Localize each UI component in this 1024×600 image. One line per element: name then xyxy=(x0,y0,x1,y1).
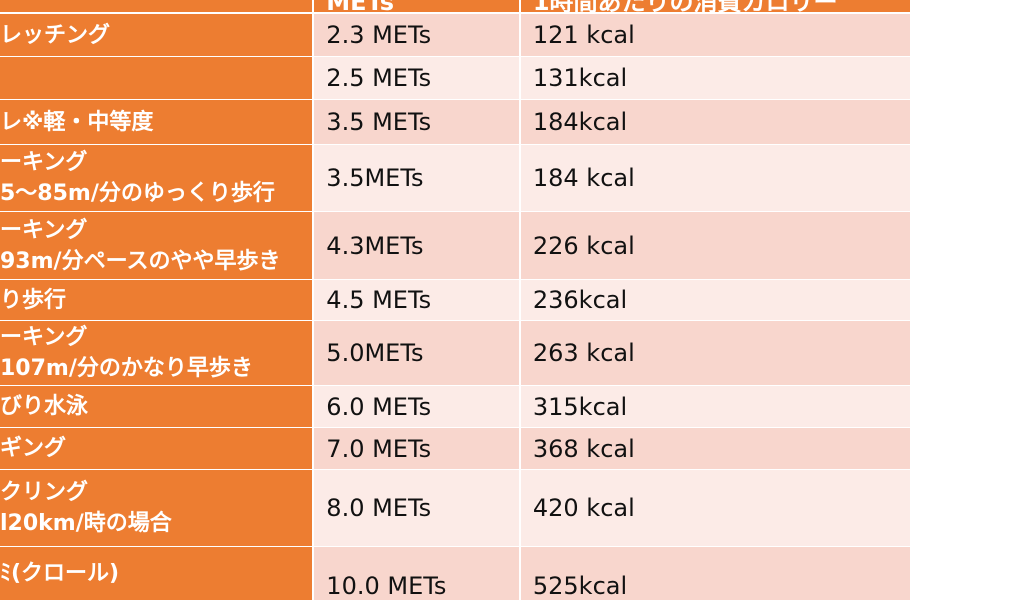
activity-cell xyxy=(0,57,313,99)
activity-cell: クリング l20km/時の場合 xyxy=(0,470,313,546)
mets-cell: 8.0 METs xyxy=(314,470,519,546)
kcal-cell: 226 kcal xyxy=(520,212,910,279)
kcal-cell: 420 kcal xyxy=(520,470,910,546)
activity-line: ﾐ(クロール) xyxy=(0,561,120,586)
activity-line: l20km/時の場合 xyxy=(0,511,172,536)
mets-cell: 4.5 METs xyxy=(314,280,519,320)
activity-cell: ーキング 5～85m/分のゆっくり歩行 xyxy=(0,145,313,211)
activity-line: クリング xyxy=(0,480,89,505)
activity-line: ーキング xyxy=(0,150,88,175)
kcal-cell: 368 kcal xyxy=(520,428,910,469)
activity-line: ーキング xyxy=(0,325,88,350)
activity-line: ーキング xyxy=(0,217,88,243)
table-row: クリング l20km/時の場合 8.0 METs 420 kcal xyxy=(0,470,910,546)
kcal-cell: 131kcal xyxy=(520,57,910,99)
mets-cell: 5.0METs xyxy=(314,321,519,385)
kcal-cell: 236kcal xyxy=(520,280,910,320)
kcal-cell: 525kcal xyxy=(520,547,910,600)
table-row: 2.5 METs 131kcal xyxy=(0,57,910,99)
table-row: レ※軽・中等度 3.5 METs 184kcal xyxy=(0,100,910,144)
header-mets: METs xyxy=(314,0,519,12)
mets-cell: 7.0 METs xyxy=(314,428,519,469)
kcal-cell: 315kcal xyxy=(520,386,910,427)
activity-cell: り歩行 xyxy=(0,280,313,320)
activity-line: 5～85m/分のゆっくり歩行 xyxy=(0,181,275,206)
activity-cell: ーキング 107m/分のかなり早歩き xyxy=(0,321,313,385)
table-row: り歩行 4.5 METs 236kcal xyxy=(0,280,910,320)
activity-cell: びり水泳 xyxy=(0,386,313,427)
table-row: レッチング 2.3 METs 121 kcal xyxy=(0,14,910,56)
activity-line: 107m/分のかなり早歩き xyxy=(0,356,253,381)
kcal-cell: 121 kcal xyxy=(520,14,910,56)
kcal-cell: 184 kcal xyxy=(520,145,910,211)
activity-line: びり水泳 xyxy=(0,394,89,419)
activity-cell: レ※軽・中等度 xyxy=(0,100,313,144)
table-row: ーキング 107m/分のかなり早歩き 5.0METs 263 kcal xyxy=(0,321,910,385)
activity-line: レ※軽・中等度 xyxy=(0,109,154,135)
mets-cell: 3.5METs xyxy=(314,145,519,211)
mets-cell: 10.0 METs xyxy=(314,547,519,600)
activity-line: レッチング xyxy=(0,22,111,48)
kcal-cell: 263 kcal xyxy=(520,321,910,385)
activity-cell: ﾐ(クロール) xyxy=(0,547,313,600)
table-row: ﾐ(クロール) 10.0 METs 525kcal xyxy=(0,547,910,600)
activity-line: ギング xyxy=(0,436,67,461)
table-row: ギング 7.0 METs 368 kcal xyxy=(0,428,910,469)
mets-cell: 3.5 METs xyxy=(314,100,519,144)
mets-cell: 2.5 METs xyxy=(314,57,519,99)
table-row: ーキング 93m/分ペースのやや早歩き 4.3METs 226 kcal xyxy=(0,212,910,279)
activity-line: り歩行 xyxy=(0,287,67,313)
activity-cell: ーキング 93m/分ペースのやや早歩き xyxy=(0,212,313,279)
mets-cell: 4.3METs xyxy=(314,212,519,279)
table-header: METs 1時間あたりの消費カロリー xyxy=(0,0,910,12)
activity-cell: ギング xyxy=(0,428,313,469)
table-row: びり水泳 6.0 METs 315kcal xyxy=(0,386,910,427)
table-row: ーキング 5～85m/分のゆっくり歩行 3.5METs 184 kcal xyxy=(0,145,910,211)
mets-cell: 2.3 METs xyxy=(314,14,519,56)
header-activity xyxy=(0,0,313,12)
header-kcal: 1時間あたりの消費カロリー xyxy=(520,0,910,12)
mets-cell: 6.0 METs xyxy=(314,386,519,427)
activity-cell: レッチング xyxy=(0,14,313,56)
activity-line: 93m/分ペースのやや早歩き xyxy=(0,248,281,274)
kcal-cell: 184kcal xyxy=(520,100,910,144)
